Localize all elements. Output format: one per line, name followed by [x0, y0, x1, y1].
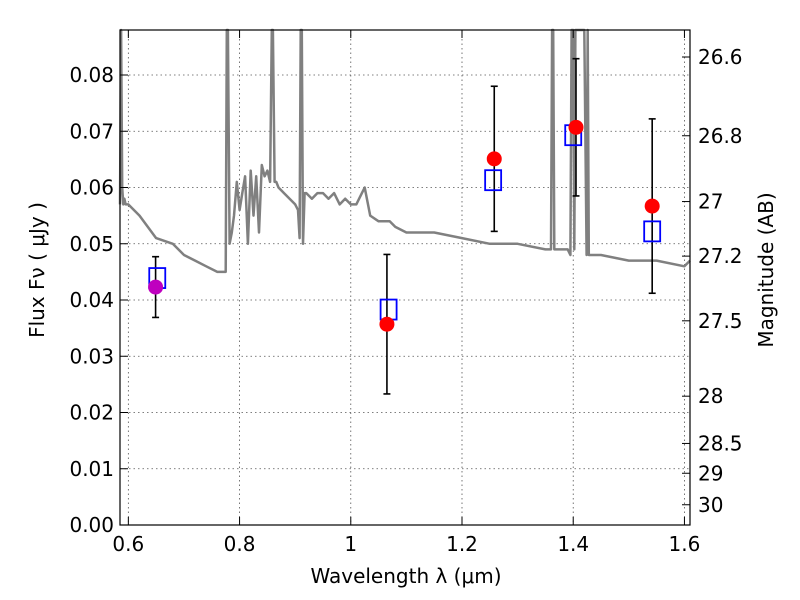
- x-tick-label: 1.4: [557, 532, 589, 556]
- y-tick-label: 0.01: [69, 457, 114, 481]
- y-tick-label: 0.00: [69, 513, 114, 537]
- plot-frame: [119, 29, 691, 526]
- y-axis-title: Flux Fν ( μJy ): [25, 202, 49, 338]
- x-axis-ticks: 0.6 0.8 1 1.2 1.4 1.6: [112, 30, 700, 556]
- right-tick-label: 28.5: [698, 431, 743, 455]
- y-tick-label: 0.05: [69, 232, 114, 256]
- observed-flux-points: [148, 119, 660, 332]
- y-tick-label: 0.07: [69, 119, 114, 143]
- right-axis-title: Magnitude (AB): [754, 192, 778, 347]
- observed-flux-point: [644, 198, 660, 214]
- right-tick-label: 27.2: [698, 244, 743, 268]
- observed-flux-point: [568, 119, 584, 135]
- grid: [120, 30, 690, 526]
- y-tick-label: 0.02: [69, 401, 114, 425]
- right-tick-label: 28: [698, 384, 723, 408]
- model-flux-square: [643, 220, 662, 243]
- x-tick-label: 0.6: [112, 532, 144, 556]
- observed-flux-point: [486, 151, 502, 167]
- right-tick-label: 26.6: [698, 45, 743, 69]
- model-flux-square: [484, 169, 503, 192]
- right-tick-label: 27: [698, 190, 723, 214]
- right-tick-label: 30: [698, 493, 723, 517]
- observed-flux-point: [379, 316, 395, 332]
- y-tick-label: 0.06: [69, 176, 114, 200]
- observed-flux-point: [148, 279, 164, 295]
- y-axis-ticks: 0.00 0.01 0.02 0.03 0.04 0.05 0.06 0.07 0.08: [69, 63, 128, 537]
- right-axis-ticks: 26.6 26.8 27 27.2 27.5 28 28.5 29 30: [682, 45, 743, 517]
- right-tick-label: 26.8: [698, 124, 743, 148]
- x-axis-title: Wavelength λ (μm): [310, 564, 501, 588]
- y-tick-label: 0.03: [69, 344, 114, 368]
- x-tick-label: 1: [344, 532, 357, 556]
- x-tick-label: 1.2: [446, 532, 478, 556]
- model-flux-square: [379, 298, 398, 321]
- x-tick-label: 1.6: [669, 532, 701, 556]
- model-sed-line: [118, 28, 691, 274]
- y-tick-label: 0.04: [69, 288, 114, 312]
- y-tick-label: 0.08: [69, 63, 114, 87]
- right-tick-label: 29: [698, 461, 723, 485]
- model-sed-layer: [118, 28, 691, 274]
- right-tick-label: 27.5: [698, 309, 743, 333]
- x-tick-label: 0.8: [224, 532, 256, 556]
